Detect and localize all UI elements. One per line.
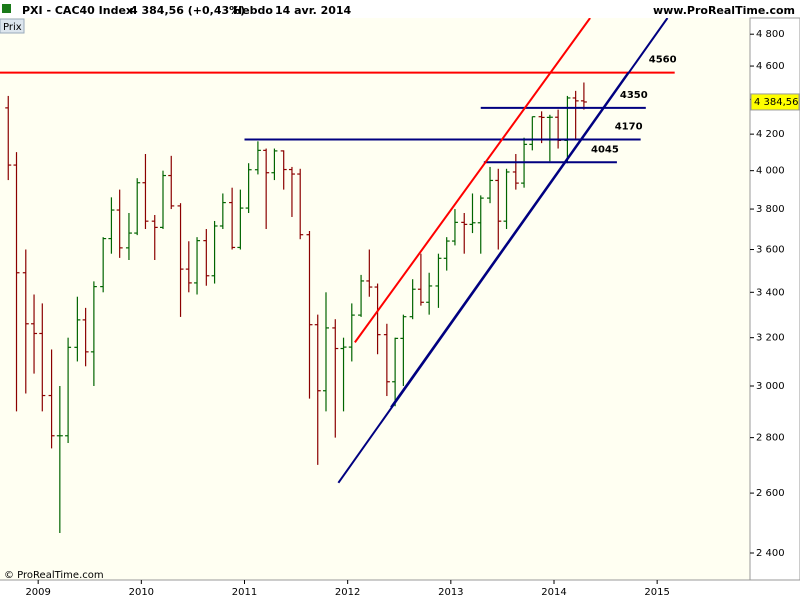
level-label: 4560	[649, 55, 677, 66]
last-price-label: 4 384,56	[754, 97, 799, 108]
y-tick-label: 2 800	[756, 433, 785, 444]
plot	[0, 18, 675, 534]
symbol: PXI - CAC40 Index	[22, 4, 133, 17]
y-tick-label: 3 600	[756, 245, 785, 256]
trend-line	[390, 72, 630, 408]
y-axis-area	[749, 17, 800, 581]
header-bar	[0, 0, 800, 18]
icon	[2, 4, 11, 13]
x-tick-label: 2013	[438, 587, 463, 598]
panel-tab	[0, 18, 25, 34]
x-tick-label: 2009	[25, 587, 50, 598]
last-price-tag	[750, 93, 800, 111]
x-tick-label: 2014	[541, 587, 566, 598]
trend-line	[354, 18, 591, 343]
x-tick-label: 2015	[644, 587, 669, 598]
y-tick-label: 3 200	[756, 333, 785, 344]
level-label: 4170	[615, 122, 643, 133]
date: 14 avr. 2014	[275, 4, 352, 17]
y-tick-label: 3 800	[756, 204, 785, 215]
y-tick-label: 3 400	[756, 287, 785, 298]
x-tick-label: 2010	[129, 587, 154, 598]
y-tick-label: 4 600	[756, 61, 785, 72]
quote: 4 384,56 (+0,43%)	[130, 4, 245, 17]
site: www.ProRealTime.com	[653, 4, 795, 17]
y-tick-label: 2 400	[756, 548, 785, 559]
y-tick-label: 4 200	[756, 129, 785, 140]
panel-label: Prix	[3, 22, 22, 33]
y-tick-label: 2 600	[756, 488, 785, 499]
level-label: 4350	[620, 90, 648, 101]
period: Hebdo	[233, 4, 273, 17]
plot-area	[0, 18, 750, 580]
y-tick-label: 4 800	[756, 29, 785, 40]
y-tick-label: 4 000	[756, 166, 785, 177]
level-label: 4045	[591, 144, 619, 155]
y-tick-label: 3 000	[756, 381, 785, 392]
x-tick-label: 2012	[335, 587, 360, 598]
copyright: © ProRealTime.com	[4, 570, 104, 581]
x-tick-label: 2011	[232, 587, 257, 598]
